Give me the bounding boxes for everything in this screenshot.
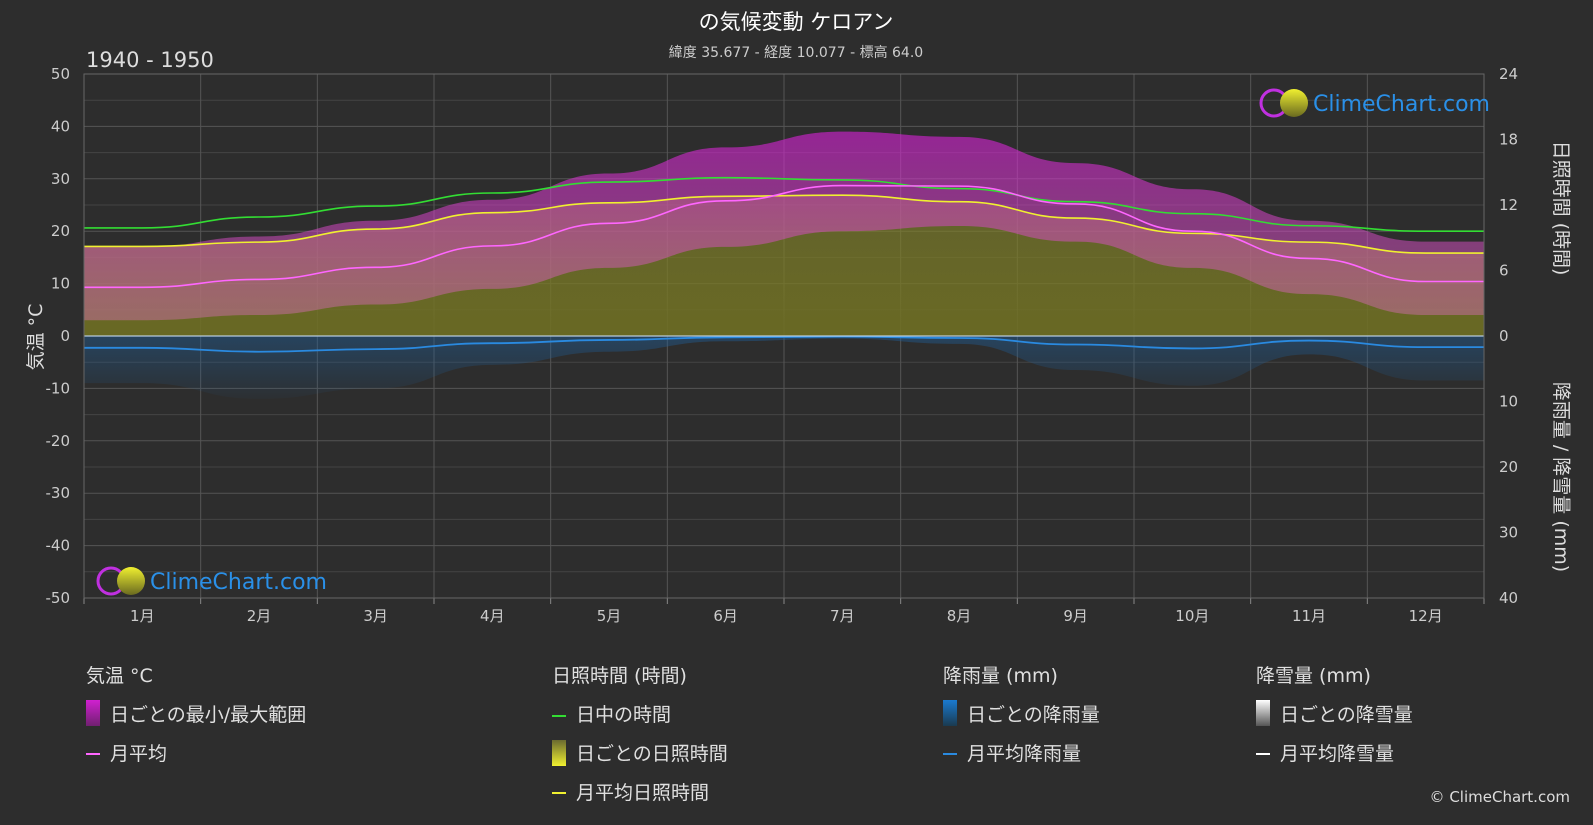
month-tick-label: 1月: [130, 607, 155, 625]
month-tick-label: 2月: [247, 607, 272, 625]
legend-snow-item: 月平均降雪量: [1280, 743, 1394, 765]
left-tick-label: -40: [46, 537, 71, 555]
month-tick-label: 11月: [1292, 607, 1326, 625]
legend-temp-item: 月平均: [110, 743, 167, 765]
left-tick-label: 50: [51, 65, 70, 83]
brand-logo-bottom: ClimeChart.com: [96, 566, 327, 596]
left-tick-label: 10: [51, 275, 70, 293]
legend-text: 気温 °C 日ごとの最小/最大範囲 月平均 日照時間 (時間) 日中の時間 日ご…: [86, 665, 1413, 804]
month-tick-label: 12月: [1409, 607, 1443, 625]
legend-temp-item: 日ごとの最小/最大範囲: [110, 704, 306, 726]
logo-sun-icon: [1280, 89, 1308, 117]
temperature-layer: [84, 131, 1484, 321]
daylight-line: [84, 176, 1484, 232]
rain-tick-label: 40: [1499, 589, 1518, 607]
legend-snow-head: 降雪量 (mm): [1256, 665, 1371, 687]
rain-layer: [84, 336, 1484, 399]
temp-mean-swatch: [86, 753, 100, 755]
legend-snow-item: 日ごとの降雪量: [1280, 704, 1413, 726]
plot-frame: [83, 73, 1485, 599]
sunshine-mean-swatch: [552, 792, 566, 794]
temp-mean-line: [83, 184, 1484, 289]
left-tick-label: 30: [51, 170, 70, 188]
legend-sun-head: 日照時間 (時間): [552, 665, 687, 687]
month-tick-label: 5月: [597, 607, 622, 625]
copyright: © ClimeChart.com: [1430, 788, 1570, 806]
brand-logo-top: ClimeChart.com: [1259, 88, 1490, 118]
month-tick-label: 10月: [1175, 607, 1209, 625]
sun-tick-label: 18: [1499, 131, 1518, 149]
left-tick-label: 20: [51, 222, 70, 240]
rain-tick-label: 30: [1499, 524, 1518, 542]
month-tick-label: 4月: [480, 607, 505, 625]
left-axis-label: 気温 °C: [25, 304, 47, 371]
right-axis-label-rain: 降雨量 / 降雪量 (mm): [1550, 382, 1572, 572]
legend-temp-head: 気温 °C: [86, 665, 153, 687]
axes: 50 40 30 20 10 0 -10 -20 -30 -40 -50 1月 2月 3月 4月 5月 6月 7月…: [46, 65, 1519, 625]
snow-mean-swatch: [1256, 753, 1270, 755]
legend-sun-item: 月平均日照時間: [576, 782, 709, 804]
sunshine-daily-swatch: [552, 740, 566, 766]
daily-rain-area: [84, 336, 1484, 399]
chart-title: の気候変動 ケロアン: [699, 10, 894, 34]
rain-mean-swatch: [943, 753, 957, 755]
rain-daily-swatch: [943, 700, 957, 726]
left-tick-label: 0: [60, 327, 70, 345]
sunshine-mean-line: [84, 194, 1484, 254]
legend-sun-item: 日中の時間: [576, 704, 671, 726]
chart-subtitle: 緯度 35.677 - 経度 10.077 - 標高 64.0: [669, 44, 923, 61]
sun-tick-label: 12: [1499, 196, 1518, 214]
snow-daily-swatch: [1256, 700, 1270, 726]
left-tick-label: 40: [51, 117, 70, 135]
rain-tick-label: 20: [1499, 458, 1518, 476]
sun-tick-label: 0: [1499, 327, 1509, 345]
left-tick-label: -50: [46, 589, 71, 607]
month-tick-label: 9月: [1063, 607, 1088, 625]
brand-text-bottom: ClimeChart.com: [150, 570, 327, 595]
legend-rain-item: 月平均降雨量: [967, 743, 1081, 765]
month-tick-label: 8月: [947, 607, 972, 625]
legend-sun-item: 日ごとの日照時間: [576, 743, 728, 765]
month-tick-label: 7月: [830, 607, 855, 625]
sun-tick-label: 24: [1499, 65, 1518, 83]
daylight-swatch: [552, 715, 566, 717]
brand-text-top: ClimeChart.com: [1313, 92, 1490, 117]
period-label: 1940 - 1950: [86, 48, 214, 72]
daily-temp-range-area: [84, 131, 1484, 321]
rain-mean-line: [83, 335, 1484, 353]
legend-swatches: [86, 700, 1270, 794]
legend-rain-item: 日ごとの降雨量: [967, 704, 1100, 726]
right-axis-label-sun: 日照時間 (時間): [1550, 141, 1572, 276]
left-tick-label: -10: [46, 379, 71, 397]
rain-tick-label: 10: [1499, 393, 1518, 411]
legend-rain-head: 降雨量 (mm): [943, 665, 1058, 687]
logo-sun-icon: [117, 567, 145, 595]
left-tick-label: -20: [46, 432, 71, 450]
series-lines: [83, 176, 1484, 353]
temp-range-swatch: [86, 700, 100, 726]
month-tick-label: 3月: [363, 607, 388, 625]
month-tick-label: 6月: [713, 607, 738, 625]
sun-tick-label: 6: [1499, 262, 1509, 280]
left-tick-label: -30: [46, 484, 71, 502]
